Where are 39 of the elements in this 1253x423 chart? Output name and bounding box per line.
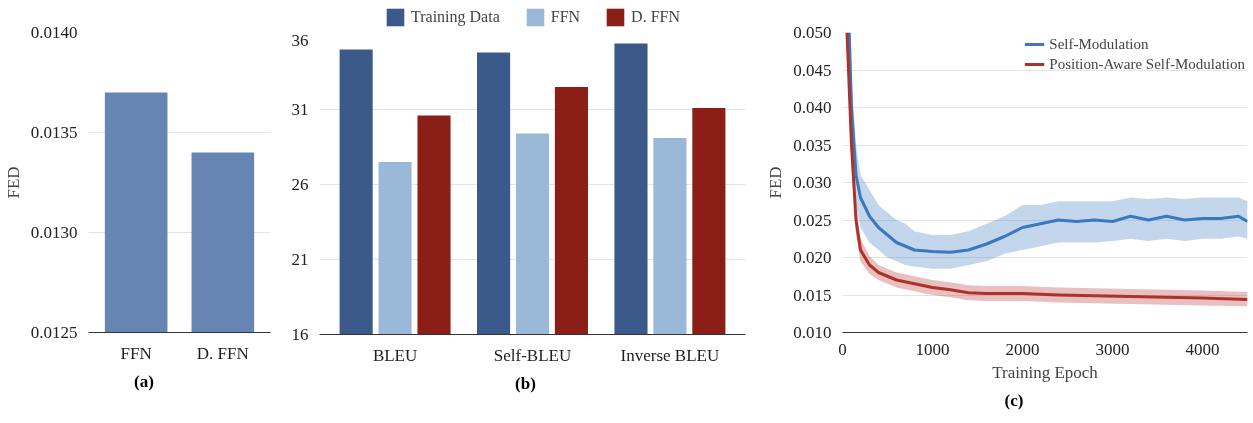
legend-label: FFN — [550, 8, 581, 26]
legend-label: D. FFN — [631, 8, 680, 26]
y-tick-label: 0.0130 — [30, 223, 78, 242]
y-tick-label: 0.025 — [793, 210, 832, 230]
x-tick-label: 4000 — [1185, 339, 1220, 359]
y-tick-label: 21 — [291, 250, 309, 269]
x-tick-label: 1000 — [915, 339, 950, 359]
y-axis-title: FED — [766, 166, 786, 199]
y-tick-label: 0.030 — [793, 173, 832, 192]
x-tick-label: Inverse BLEU — [620, 345, 720, 365]
text: (b) — [515, 373, 536, 395]
y-tick-label: 0.0135 — [30, 123, 78, 142]
y-tick-label: 31 — [291, 100, 309, 119]
y-tick-label: 16 — [291, 325, 309, 344]
y-tick-label: 0.035 — [793, 135, 832, 155]
legend-label: Self-Modulation — [1049, 35, 1149, 53]
text: (c) — [1004, 390, 1024, 412]
y-tick-label: 0.020 — [793, 248, 832, 267]
x-tick-label: Self-BLEU — [493, 345, 572, 365]
y-tick-label: 0.040 — [793, 98, 832, 117]
y-tick-label: 0.015 — [793, 285, 832, 305]
y-tick-label: 26 — [291, 175, 309, 194]
y-tick-label: 36 — [291, 30, 309, 50]
legend-label: Position-Aware Self-Modulation — [1049, 55, 1245, 73]
y-tick-label: 0.045 — [793, 60, 832, 80]
x-tick-label: 3000 — [1095, 339, 1130, 359]
text: (a) — [134, 371, 154, 393]
y-tick-label: 0.010 — [793, 323, 832, 342]
y-tick-label: 0.0140 — [30, 23, 78, 42]
x-tick-label: FFN — [120, 343, 152, 363]
x-tick-label: D. FFN — [196, 343, 249, 363]
x-tick-label: BLEU — [372, 345, 418, 365]
y-tick-label: 0.050 — [793, 23, 832, 42]
x-axis-title: Training Epoch — [992, 362, 1099, 382]
y-axis-title: FED — [3, 166, 23, 199]
x-tick-label: 2000 — [1005, 339, 1040, 359]
legend-label: Training Data — [411, 8, 500, 26]
y-tick-label: 0.0125 — [30, 323, 78, 342]
x-tick-label: 0 — [838, 339, 847, 359]
